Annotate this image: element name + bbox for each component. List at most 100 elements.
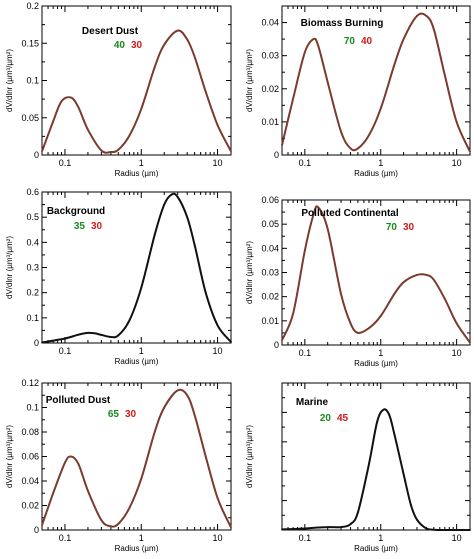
x-tick-label: 1 bbox=[139, 158, 144, 168]
data-point bbox=[153, 66, 156, 68]
y-tick-label: 0.04 bbox=[261, 243, 279, 253]
data-point bbox=[94, 332, 97, 335]
data-point bbox=[41, 341, 43, 344]
data-point bbox=[368, 327, 370, 329]
data-point bbox=[303, 51, 306, 54]
data-point bbox=[356, 332, 359, 334]
data-point bbox=[303, 527, 306, 530]
data-point bbox=[432, 528, 435, 531]
x-tick-label: 1 bbox=[378, 533, 383, 543]
red-number: 30 bbox=[403, 222, 415, 233]
chart-panel-1: 0.1 1 10 0 0.05 0.1 0.15 0.2 Radius (µm) dV/dlnr … bbox=[5, 1, 232, 178]
red-number: 30 bbox=[131, 40, 143, 51]
data-point bbox=[469, 341, 471, 344]
y-tick-label: 0.2 bbox=[26, 1, 39, 11]
data-point bbox=[379, 315, 382, 317]
y-tick-label: 0.5 bbox=[26, 212, 39, 222]
y-tick-label: 0.4 bbox=[26, 237, 39, 247]
y-axis-label: dV/dlnr (µm³/µm²) bbox=[5, 49, 14, 112]
y-axis-label: dV/dlnr (µm³/µm²) bbox=[5, 236, 14, 299]
data-point bbox=[393, 64, 396, 67]
data-point bbox=[340, 526, 342, 528]
data-point bbox=[110, 336, 112, 338]
x-tick-label: 0.1 bbox=[59, 346, 72, 356]
data-point bbox=[455, 120, 458, 123]
data-point bbox=[87, 489, 89, 492]
data-point bbox=[117, 148, 120, 151]
data-point bbox=[292, 97, 294, 100]
panel-title: Polluted Continental bbox=[301, 208, 398, 219]
y-tick-label: 0 bbox=[274, 150, 279, 160]
data-point bbox=[216, 324, 219, 327]
y-tick-label: 0 bbox=[34, 338, 39, 348]
data-point bbox=[176, 196, 179, 198]
x-tick-label: 10 bbox=[452, 158, 462, 168]
data-point bbox=[340, 130, 342, 133]
data-point bbox=[356, 147, 359, 150]
green-number: 70 bbox=[386, 222, 398, 233]
data-point bbox=[455, 322, 458, 325]
data-point bbox=[186, 394, 189, 397]
data-point bbox=[368, 462, 370, 465]
data-point bbox=[443, 74, 446, 77]
y-tick-label: 0.05 bbox=[21, 113, 39, 123]
panel-title: Marine bbox=[296, 397, 329, 408]
data-point bbox=[281, 528, 283, 531]
y-tick-label: 0.1 bbox=[26, 76, 39, 86]
data-point bbox=[317, 206, 320, 209]
data-point bbox=[402, 473, 405, 476]
y-tick-label: 0.04 bbox=[261, 18, 279, 28]
series-line bbox=[41, 388, 232, 528]
data-point bbox=[60, 100, 63, 103]
x-axis-label: Radius (µm) bbox=[354, 544, 398, 553]
data-point bbox=[230, 341, 232, 343]
y-tick-label: 0.15 bbox=[21, 38, 39, 48]
x-axis-label: Radius (µm) bbox=[115, 169, 159, 178]
data-point bbox=[349, 322, 352, 325]
data-point bbox=[140, 107, 143, 110]
y-tick-label: 0.02 bbox=[261, 84, 279, 94]
data-point bbox=[230, 526, 232, 529]
data-point bbox=[432, 278, 435, 281]
data-point bbox=[393, 293, 396, 296]
data-point bbox=[128, 134, 131, 137]
data-point bbox=[153, 431, 156, 433]
x-tick-label: 0.1 bbox=[59, 533, 72, 543]
data-point bbox=[193, 413, 196, 416]
x-tick-label: 10 bbox=[213, 158, 223, 168]
panel-title: Desert Dust bbox=[82, 26, 139, 37]
data-point bbox=[432, 28, 435, 31]
data-point bbox=[216, 497, 219, 500]
data-point bbox=[292, 312, 294, 315]
data-point bbox=[416, 518, 418, 521]
series-line bbox=[281, 205, 471, 344]
data-point bbox=[340, 293, 342, 296]
red-number: 30 bbox=[91, 221, 103, 232]
data-point bbox=[425, 527, 428, 530]
x-axis-label: Radius (µm) bbox=[354, 169, 398, 178]
data-point bbox=[317, 526, 320, 529]
panel-title: Background bbox=[47, 206, 105, 217]
data-point bbox=[410, 504, 412, 506]
data-point bbox=[77, 106, 80, 109]
data-point bbox=[193, 243, 196, 246]
data-point bbox=[186, 216, 189, 219]
data-point bbox=[176, 389, 179, 392]
data-point bbox=[425, 15, 428, 17]
data-point bbox=[326, 228, 329, 230]
green-number: 20 bbox=[320, 413, 332, 424]
data-point bbox=[170, 193, 173, 196]
chart-panel-4: 0.1 1 10 0 0.01 0.02 0.03 0.04 0.05 0.06 Radius (µ… bbox=[245, 195, 471, 368]
data-point bbox=[416, 15, 418, 17]
data-point bbox=[281, 144, 283, 146]
plot-frame bbox=[281, 199, 471, 346]
x-tick-label: 1 bbox=[378, 348, 383, 358]
data-point bbox=[128, 507, 131, 509]
data-point bbox=[368, 134, 370, 137]
data-point bbox=[382, 408, 385, 411]
data-point bbox=[469, 529, 471, 531]
data-point bbox=[425, 274, 428, 276]
y-tick-label: 0.02 bbox=[261, 292, 279, 302]
chart-panel-6: 0.1 1 10 Radius (µm) dV/dlnr (µm³/µm²) Marine… bbox=[245, 382, 471, 553]
y-tick-label: 0.2 bbox=[26, 288, 39, 298]
